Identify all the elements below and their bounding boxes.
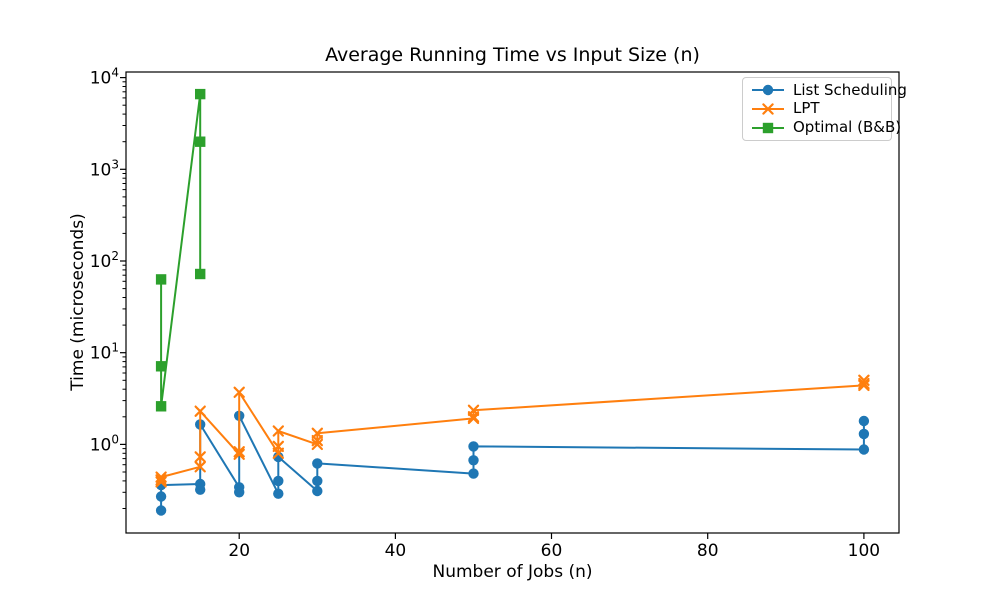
x-axis-label: Number of Jobs (n) [432, 562, 593, 582]
svg-text:20: 20 [228, 541, 250, 561]
series-2-markers [155, 88, 206, 412]
legend-marker-x-icon [752, 103, 784, 115]
legend-label: List Scheduling [793, 80, 907, 99]
svg-text:101: 101 [90, 341, 119, 364]
svg-text:104: 104 [90, 66, 119, 89]
legend-label: LPT [793, 99, 820, 118]
legend-entry-lpt: LPT [751, 100, 885, 118]
series-2-line [160, 93, 202, 408]
legend-label: Optimal (B&B) [793, 118, 902, 137]
legend: List Scheduling LPT Optimal (B&B) [742, 77, 907, 141]
svg-text:60: 60 [541, 541, 563, 561]
svg-text:103: 103 [90, 157, 119, 180]
legend-entry-optimal-bb: Optimal (B&B) [751, 119, 901, 137]
legend-marker-square-icon [752, 122, 784, 133]
svg-text:80: 80 [697, 541, 719, 561]
svg-text:100: 100 [848, 541, 880, 561]
series-0-markers [155, 410, 870, 516]
y-axis-label: Time (microseconds) [68, 213, 88, 391]
svg-text:100: 100 [90, 432, 119, 455]
series-1-markers [155, 374, 870, 488]
svg-text:102: 102 [90, 249, 119, 272]
svg-text:40: 40 [385, 541, 407, 561]
legend-entry-list-scheduling: List Scheduling [751, 81, 907, 99]
chart-title: Average Running Time vs Input Size (n) [325, 44, 700, 66]
legend-marker-circle-icon [752, 85, 784, 96]
